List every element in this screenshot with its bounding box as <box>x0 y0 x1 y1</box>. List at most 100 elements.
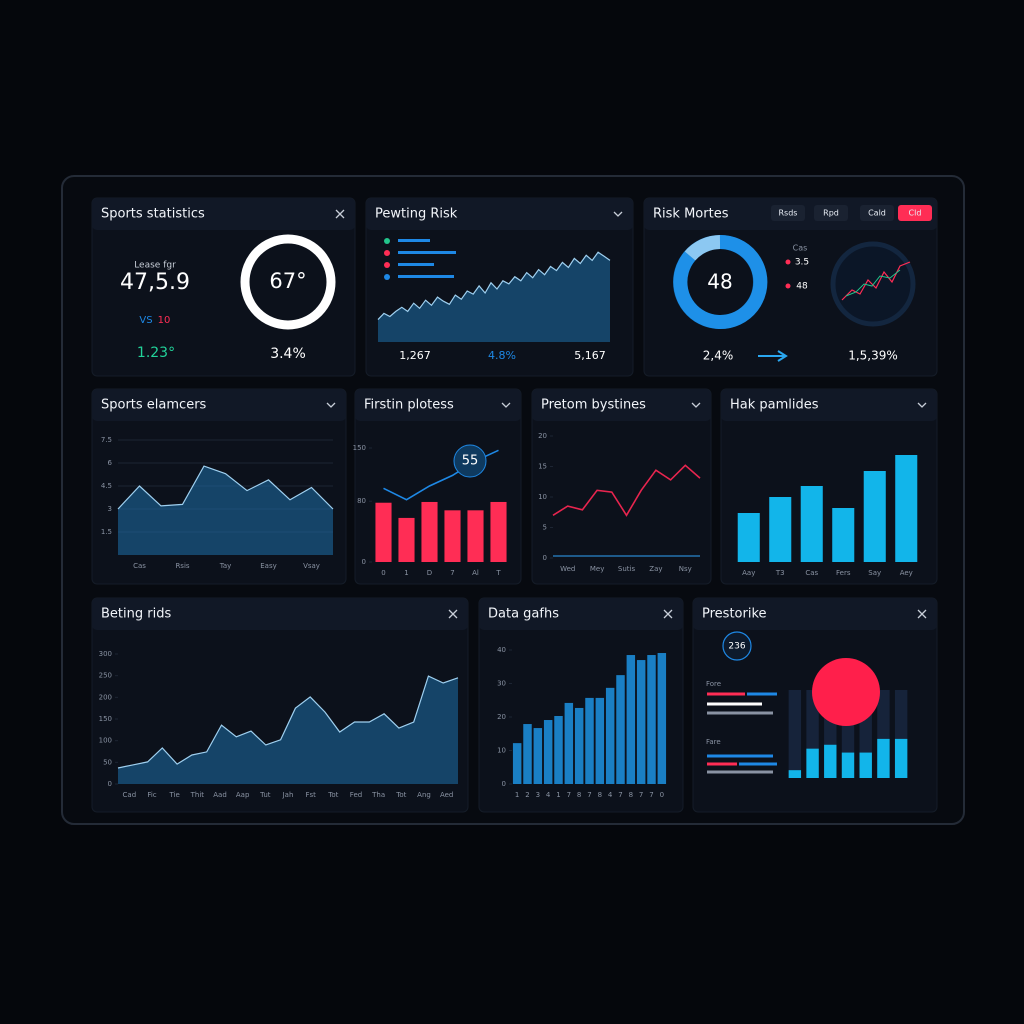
legend-label: Cas <box>793 244 808 253</box>
x-tick-label: Easy <box>260 562 277 570</box>
y-tick-label: 7.5 <box>101 436 112 444</box>
kpi-change: 1.23° <box>137 345 175 361</box>
bar <box>626 655 636 784</box>
close-icon[interactable] <box>663 609 673 619</box>
y-tick-label: 150 <box>353 444 366 452</box>
filter-button[interactable] <box>860 205 894 221</box>
panel-header <box>721 389 937 421</box>
dropdown-icon[interactable] <box>613 211 623 217</box>
x-tick-label: T3 <box>775 569 785 577</box>
x-tick-label: Aad <box>213 791 227 799</box>
legend-dot <box>785 259 791 265</box>
x-tick-label: Aey <box>900 569 913 577</box>
x-tick-label: Aap <box>236 791 250 799</box>
legend-line <box>739 762 777 766</box>
footer-value: 5,167 <box>574 349 606 362</box>
close-icon[interactable] <box>335 209 345 219</box>
x-tick-label: 7 <box>639 791 643 799</box>
panel-title: Data gafhs <box>488 607 559 622</box>
x-tick-label: Fers <box>836 569 851 577</box>
bar <box>523 724 532 784</box>
bar <box>585 697 594 784</box>
legend-line <box>707 754 773 758</box>
donut-arc-light <box>684 235 721 261</box>
button-label: Rpd <box>823 209 839 218</box>
y-tick-label: 0 <box>502 780 506 788</box>
panel-header <box>92 198 355 230</box>
dropdown-icon[interactable] <box>917 402 927 408</box>
x-tick-label: 7 <box>587 791 591 799</box>
bar <box>512 743 522 784</box>
x-tick-label: 7 <box>618 791 622 799</box>
y-tick-label: 30 <box>497 680 506 688</box>
y-tick-label: 10 <box>538 493 547 501</box>
x-tick-label: Nsy <box>679 565 692 573</box>
legend-bar <box>398 263 434 266</box>
legend-dot <box>384 250 390 256</box>
x-tick-label: Tie <box>169 791 180 799</box>
x-tick-label: T <box>495 569 501 577</box>
close-icon[interactable] <box>917 609 927 619</box>
bar <box>859 752 872 778</box>
area-line <box>377 251 611 321</box>
bar <box>737 513 760 562</box>
bar <box>554 715 563 784</box>
x-tick-label: Cad <box>123 791 137 799</box>
y-tick-label: 0 <box>362 558 366 566</box>
x-tick-label: Tot <box>395 791 406 799</box>
button-label: Cald <box>868 209 886 218</box>
y-tick-label: 15 <box>538 463 547 471</box>
y-tick-label: 300 <box>99 650 112 658</box>
x-tick-label: Aed <box>440 791 453 799</box>
x-tick-label: Tha <box>371 791 385 799</box>
kpi-percent: 3.4% <box>270 346 306 362</box>
filter-button[interactable] <box>771 205 805 221</box>
legend-dot <box>384 262 390 268</box>
kpi-label: Lease fgr <box>134 261 176 271</box>
y-tick-label: 20 <box>497 713 506 721</box>
panel-title: Hak pamlides <box>730 398 819 413</box>
dropdown-icon[interactable] <box>501 402 511 408</box>
bar <box>574 707 584 784</box>
x-tick-label: Fic <box>147 791 156 799</box>
y-tick-label: 6 <box>108 459 113 467</box>
area-fill <box>118 676 458 784</box>
panel-title: Pretom bystines <box>541 398 646 413</box>
bar <box>398 517 415 562</box>
legend-line <box>707 692 745 696</box>
bar <box>533 728 543 784</box>
bar <box>543 720 553 784</box>
bar <box>788 770 802 778</box>
legend-value: 3.5 <box>795 258 809 268</box>
panel-title: Beting rids <box>101 607 171 622</box>
x-tick-label: Fed <box>350 791 362 799</box>
kpi-value: 47,5.9 <box>120 270 190 295</box>
area-fill <box>118 466 333 555</box>
filter-button[interactable] <box>814 205 848 221</box>
ring <box>240 234 336 330</box>
legend-label: Fare <box>706 738 721 746</box>
x-tick-label: 8 <box>598 791 602 799</box>
x-tick-label: Say <box>868 569 881 577</box>
footer-value: 1,267 <box>399 349 431 362</box>
dropdown-icon[interactable] <box>326 402 336 408</box>
panel-header <box>92 389 346 421</box>
x-tick-label: D <box>427 569 432 577</box>
y-tick-label: 0 <box>543 554 547 562</box>
legend-line <box>707 770 773 774</box>
donut-value: 48 <box>707 270 732 294</box>
area-fill <box>378 252 610 342</box>
dropdown-icon[interactable] <box>691 402 701 408</box>
x-tick-label: 7 <box>567 791 571 799</box>
filter-button[interactable] <box>898 205 932 221</box>
mini-chart-line <box>841 261 911 301</box>
close-icon[interactable] <box>448 609 458 619</box>
panel-header <box>92 598 468 630</box>
bar <box>605 687 615 784</box>
x-tick-label: 8 <box>629 791 633 799</box>
panel-title: Pewting Risk <box>375 207 458 222</box>
panel-title: Sports statistics <box>101 207 205 222</box>
panel-header <box>532 389 711 421</box>
legend-bar <box>398 251 456 254</box>
